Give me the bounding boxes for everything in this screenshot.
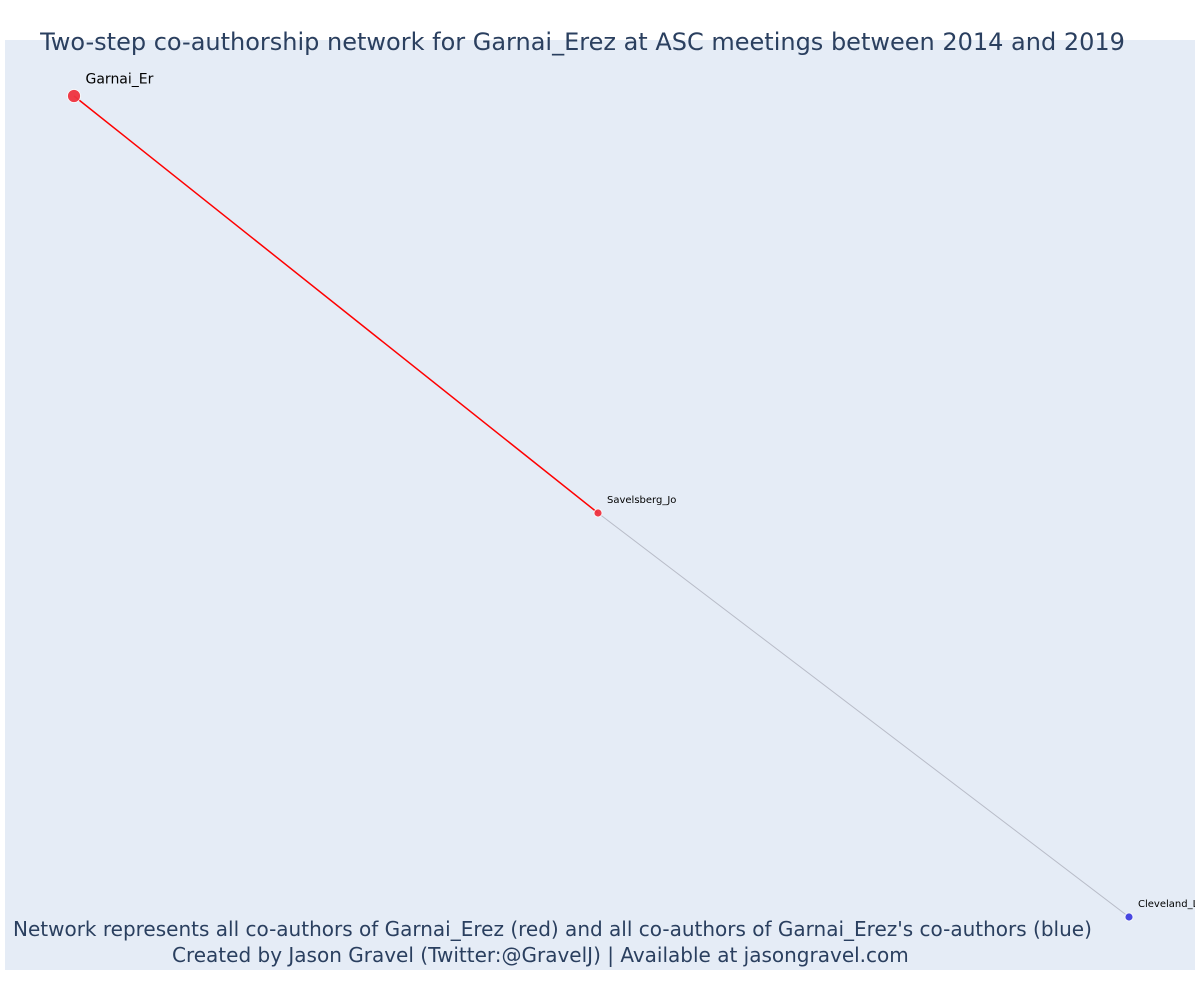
nodes-layer [67, 89, 1134, 922]
footer-credit: Created by Jason Gravel (Twitter:@Gravel… [172, 943, 909, 967]
node-garnai[interactable] [67, 89, 81, 103]
edge-savelsberg-cleveland [597, 512, 1130, 918]
node-label-cleveland: Cleveland_La [1138, 899, 1195, 910]
edge-garnai-savelsberg [73, 95, 599, 514]
node-savelsberg[interactable] [593, 508, 603, 518]
plot-area: Garnai_Er Savelsberg_Jo Cleveland_La [5, 40, 1195, 970]
edges-layer [73, 95, 1130, 918]
chart-title: Two-step co-authorship network for Garna… [40, 28, 1125, 56]
node-label-garnai: Garnai_Er [86, 72, 154, 88]
node-label-savelsberg: Savelsberg_Jo [607, 495, 676, 506]
labels-layer: Garnai_Er Savelsberg_Jo Cleveland_La [86, 72, 1196, 911]
node-cleveland[interactable] [1124, 912, 1134, 922]
network-graph: Garnai_Er Savelsberg_Jo Cleveland_La [67, 72, 1196, 922]
footer-caption: Network represents all co-authors of Gar… [13, 917, 1092, 941]
